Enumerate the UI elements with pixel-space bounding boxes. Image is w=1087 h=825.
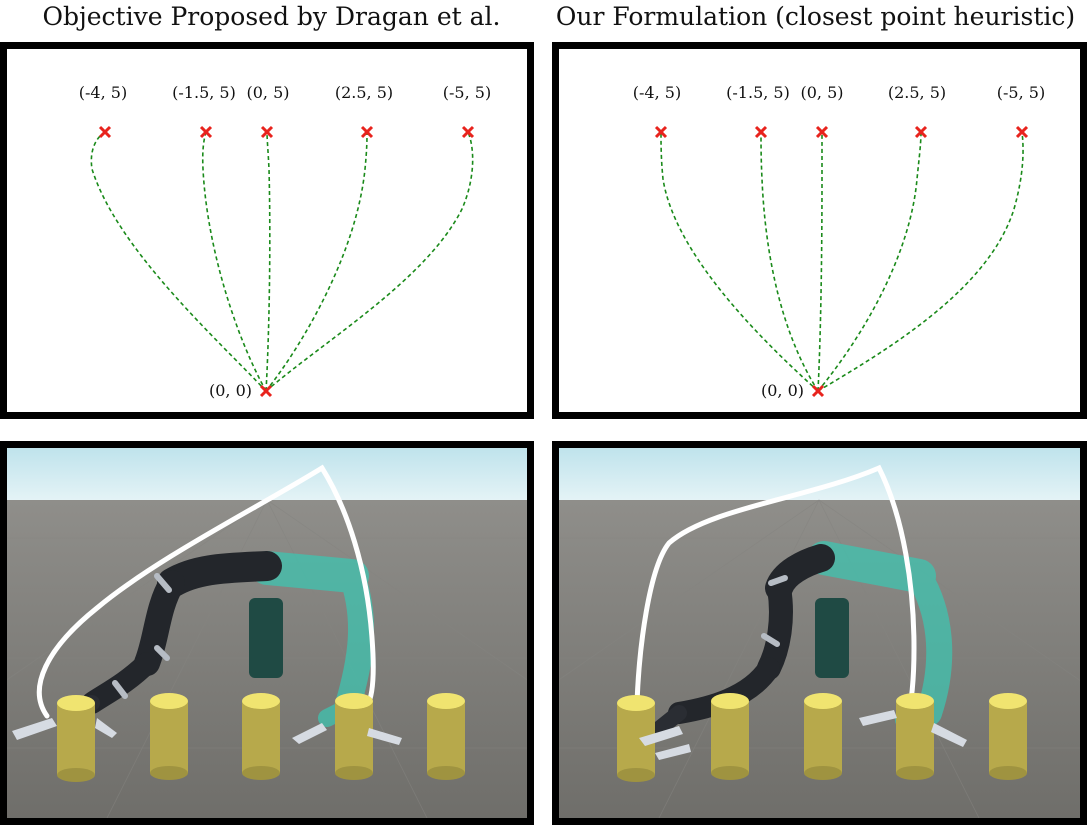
x-mark-icon [259, 384, 273, 398]
target-cylinders [57, 693, 465, 782]
x-mark-icon [360, 125, 374, 139]
goal-label: (0, 5) [800, 83, 843, 102]
gripper-fingers [12, 718, 402, 745]
x-mark-icon [1015, 125, 1029, 139]
target-cylinder [896, 693, 934, 780]
target-cylinder [242, 693, 280, 780]
trajectory-curve [265, 131, 271, 392]
goal-markers [654, 125, 1029, 398]
trajectory-curve [817, 131, 1024, 392]
trajectory-curve [817, 131, 922, 392]
trajectory-curve [265, 131, 474, 392]
goal-label: (0, 5) [246, 83, 289, 102]
target-cylinder [335, 693, 373, 780]
x-mark-icon [754, 125, 768, 139]
trajectory-curve [660, 131, 819, 392]
robot-base [249, 598, 283, 678]
target-cylinder [804, 693, 842, 780]
robot-base [815, 598, 849, 678]
end-effector-path [36, 464, 376, 719]
x-mark-icon [199, 125, 213, 139]
robot-scene-left [0, 441, 534, 825]
x-mark-icon [914, 125, 928, 139]
target-cylinder [150, 693, 188, 780]
trajectory-curve [817, 132, 823, 392]
goal-label: (-4, 5) [79, 83, 127, 102]
trajectory-curve [201, 131, 267, 392]
goal-label: (2.5, 5) [888, 83, 946, 102]
start-label: (0, 0) [761, 381, 804, 400]
end-effector-path [634, 464, 917, 713]
target-cylinder [711, 693, 749, 780]
trajectory-curves [660, 131, 1024, 392]
x-mark-icon [98, 125, 112, 139]
trajectory-curves [90, 131, 474, 392]
goal-label: (-5, 5) [443, 83, 491, 102]
sky [559, 448, 1080, 500]
title-left: Objective Proposed by Dragan et al. [42, 2, 501, 31]
goal-label: (2.5, 5) [335, 83, 393, 102]
trajectory-curve [265, 131, 368, 392]
trajectory-curve [90, 131, 267, 392]
goal-markers [98, 125, 475, 398]
target-cylinder [57, 695, 95, 782]
trajectory-curve [760, 131, 819, 392]
goal-label: (-5, 5) [997, 83, 1045, 102]
target-cylinder [989, 693, 1027, 780]
x-mark-icon [260, 125, 274, 139]
goal-label: (-4, 5) [633, 83, 681, 102]
robot-scene-right [552, 441, 1087, 825]
trajectory-plot-left: (-4, 5) (-1.5, 5) (0, 5) (2.5, 5) (-5, 5… [0, 42, 534, 419]
title-right: Our Formulation (closest point heuristic… [555, 2, 1076, 31]
gripper-fingers [639, 710, 967, 760]
start-label: (0, 0) [209, 381, 252, 400]
target-cylinders [617, 693, 1027, 782]
x-mark-icon [815, 125, 829, 139]
target-cylinder [427, 693, 465, 780]
x-mark-icon [461, 125, 475, 139]
x-mark-icon [811, 384, 825, 398]
x-mark-icon [654, 125, 668, 139]
trajectory-plot-right: (-4, 5) (-1.5, 5) (0, 5) (2.5, 5) (-5, 5… [552, 42, 1087, 419]
sky [7, 448, 527, 500]
goal-label: (-1.5, 5) [726, 83, 790, 102]
goal-label: (-1.5, 5) [172, 83, 236, 102]
